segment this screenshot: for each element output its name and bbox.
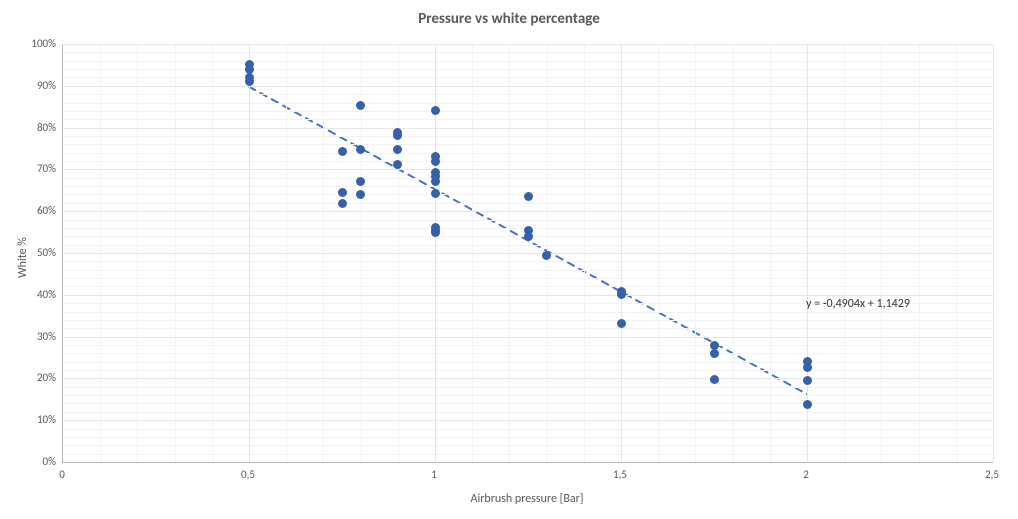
scatter-point: [431, 106, 440, 115]
grid-minor-h: [63, 278, 993, 279]
scatter-point: [431, 228, 440, 237]
trendline-equation: y = -0,4904x + 1,1429: [806, 297, 910, 311]
y-tick-label: 80%: [18, 121, 56, 134]
scatter-point: [338, 147, 347, 156]
grid-minor-h: [63, 412, 993, 413]
y-tick-label: 60%: [18, 204, 56, 217]
grid-minor-h: [63, 454, 993, 455]
y-tick-label: 90%: [18, 79, 56, 92]
grid-minor-h: [63, 445, 993, 446]
scatter-point: [356, 190, 365, 199]
grid-minor-h: [63, 270, 993, 271]
grid-minor-h: [63, 77, 993, 78]
scatter-point: [393, 131, 402, 140]
grid-minor-h: [63, 345, 993, 346]
scatter-point: [431, 177, 440, 186]
grid-minor-h: [63, 395, 993, 396]
plot-area: [62, 44, 993, 463]
grid-minor-h: [63, 328, 993, 329]
scatter-point: [431, 189, 440, 198]
grid-major-h: [63, 169, 993, 170]
grid-minor-h: [63, 161, 993, 162]
grid-minor-h: [63, 403, 993, 404]
scatter-chart: Pressure vs white percentage White % Air…: [0, 0, 1018, 519]
grid-minor-h: [63, 362, 993, 363]
scatter-point: [710, 349, 719, 358]
grid-minor-h: [63, 353, 993, 354]
y-tick-label: 20%: [18, 371, 56, 384]
grid-major-h: [63, 211, 993, 212]
scatter-point: [524, 232, 533, 241]
y-tick-label: 100%: [18, 37, 56, 50]
y-tick-label: 30%: [18, 330, 56, 343]
grid-minor-h: [63, 437, 993, 438]
scatter-point: [803, 363, 812, 372]
scatter-point: [542, 251, 551, 260]
grid-minor-h: [63, 61, 993, 62]
grid-major-h: [63, 295, 993, 296]
scatter-point: [356, 177, 365, 186]
grid-minor-h: [63, 387, 993, 388]
y-tick-label: 40%: [18, 288, 56, 301]
scatter-point: [803, 400, 812, 409]
grid-minor-h: [63, 220, 993, 221]
grid-minor-h: [63, 94, 993, 95]
grid-minor-h: [63, 186, 993, 187]
grid-major-h: [63, 44, 993, 45]
scatter-point: [245, 77, 254, 86]
x-tick-label: 1,5: [600, 468, 640, 481]
x-tick-label: 2,5: [972, 468, 1012, 481]
grid-major-h: [63, 86, 993, 87]
grid-major-h: [63, 378, 993, 379]
grid-minor-h: [63, 261, 993, 262]
grid-minor-h: [63, 178, 993, 179]
scatter-point: [803, 376, 812, 385]
x-tick-label: 2: [786, 468, 826, 481]
y-tick-label: 50%: [18, 246, 56, 259]
grid-major-h: [63, 128, 993, 129]
chart-title: Pressure vs white percentage: [0, 10, 1018, 28]
grid-minor-h: [63, 119, 993, 120]
grid-minor-h: [63, 144, 993, 145]
scatter-point: [431, 157, 440, 166]
grid-minor-h: [63, 103, 993, 104]
y-tick-label: 0%: [18, 455, 56, 468]
grid-minor-h: [63, 370, 993, 371]
grid-major-v: [993, 44, 994, 462]
grid-minor-h: [63, 320, 993, 321]
scatter-point: [710, 375, 719, 384]
scatter-point: [524, 192, 533, 201]
y-tick-label: 10%: [18, 413, 56, 426]
grid-major-h: [63, 420, 993, 421]
grid-major-h: [63, 253, 993, 254]
scatter-point: [617, 319, 626, 328]
grid-minor-h: [63, 153, 993, 154]
x-axis-label: Airbrush pressure [Bar]: [62, 492, 992, 506]
scatter-point: [338, 188, 347, 197]
grid-minor-h: [63, 111, 993, 112]
grid-minor-h: [63, 52, 993, 53]
scatter-point: [338, 199, 347, 208]
x-tick-label: 0,5: [228, 468, 268, 481]
grid-minor-h: [63, 286, 993, 287]
grid-minor-h: [63, 312, 993, 313]
grid-minor-h: [63, 136, 993, 137]
grid-minor-h: [63, 245, 993, 246]
y-tick-label: 70%: [18, 162, 56, 175]
grid-major-h: [63, 337, 993, 338]
grid-minor-h: [63, 203, 993, 204]
scatter-point: [356, 145, 365, 154]
grid-minor-h: [63, 69, 993, 70]
grid-minor-h: [63, 429, 993, 430]
scatter-point: [617, 290, 626, 299]
scatter-point: [356, 101, 365, 110]
x-tick-label: 1: [414, 468, 454, 481]
x-tick-label: 0: [42, 468, 82, 481]
scatter-point: [393, 160, 402, 169]
